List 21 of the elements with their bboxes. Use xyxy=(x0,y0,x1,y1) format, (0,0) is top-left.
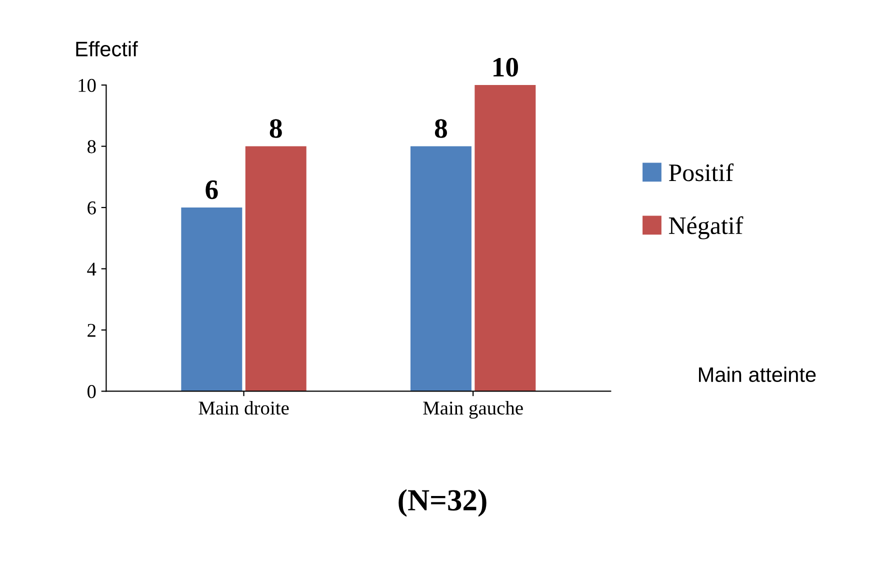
data-label: 8 xyxy=(270,119,282,138)
y-tick-label: 2 xyxy=(88,324,96,337)
x-tick-label: Main gauche xyxy=(423,400,523,419)
y-tick-label: 4 xyxy=(87,262,96,276)
bar xyxy=(245,146,306,392)
bar xyxy=(181,208,242,392)
x-tick-label: Main droite xyxy=(198,400,289,415)
bar xyxy=(474,85,536,392)
data-label: 8 xyxy=(434,119,447,138)
text: (N=32) xyxy=(398,489,486,517)
bar xyxy=(410,146,472,392)
x-axis-title: Main atteinte xyxy=(699,366,816,382)
legend-label: Négatif xyxy=(668,216,744,240)
y-axis-title: Effectif xyxy=(76,41,138,56)
data-label: 10 xyxy=(494,58,518,77)
y-tick-label: 8 xyxy=(87,140,96,154)
y-tick-label: 6 xyxy=(88,201,96,214)
legend-label: Positif xyxy=(668,163,734,182)
y-tick-label: 0 xyxy=(87,385,96,398)
y-tick-label: 10 xyxy=(78,78,96,92)
data-label: 6 xyxy=(206,180,218,200)
